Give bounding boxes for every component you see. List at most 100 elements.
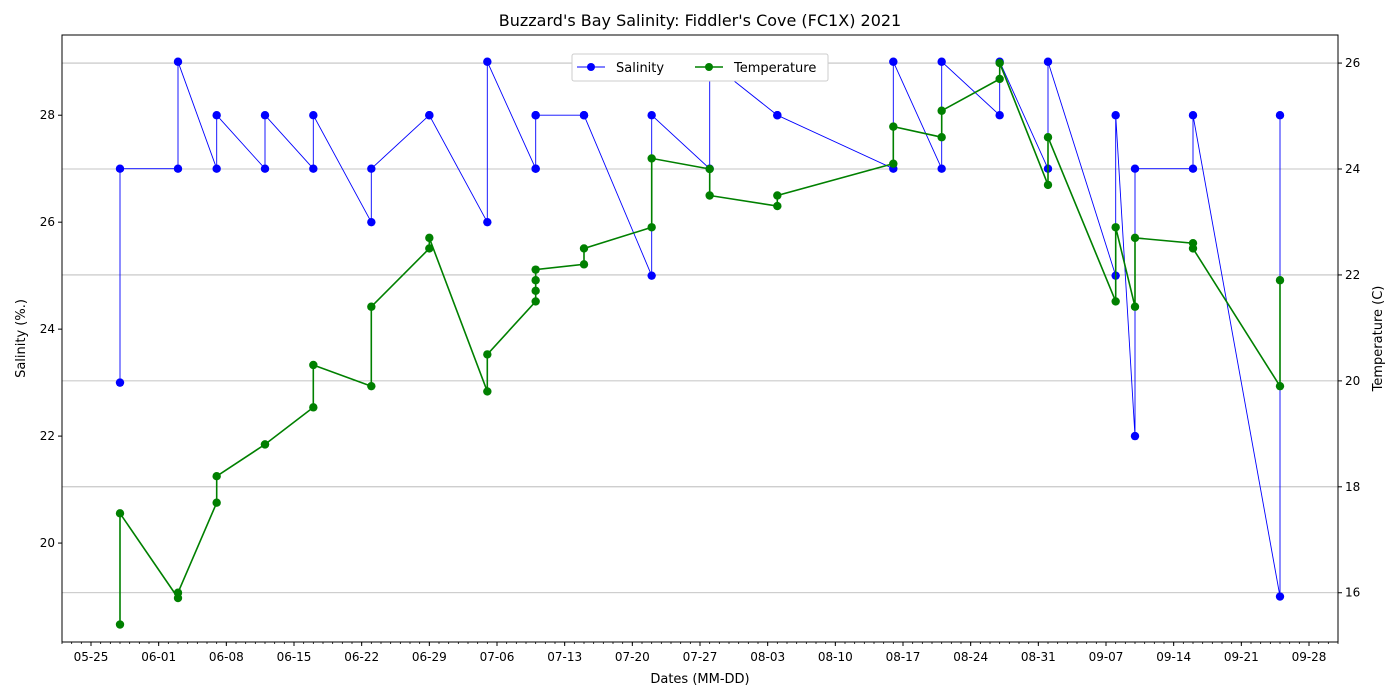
y-tick-label: 20 xyxy=(40,536,55,550)
data-point-salinity xyxy=(647,271,656,280)
data-point-temperature xyxy=(173,588,183,597)
data-point-temperature xyxy=(309,403,318,412)
data-point-salinity xyxy=(115,164,125,173)
y-tick-label: 26 xyxy=(40,215,55,229)
data-point-salinity xyxy=(1275,111,1285,120)
data-point-salinity xyxy=(773,111,782,120)
data-point-salinity xyxy=(1111,111,1120,120)
data-point-temperature xyxy=(773,201,782,211)
data-point-temperature xyxy=(483,350,492,359)
y-tick-label: 22 xyxy=(40,429,55,443)
data-point-temperature xyxy=(889,159,898,168)
data-point-salinity xyxy=(260,164,270,173)
data-point-salinity xyxy=(531,164,540,173)
data-point-temperature xyxy=(1188,244,1198,253)
data-point-salinity xyxy=(647,111,656,120)
plot-frame xyxy=(61,34,1339,643)
y2-tick-label: 18 xyxy=(1345,480,1360,494)
y2-tick-label: 16 xyxy=(1345,586,1360,600)
data-point-salinity xyxy=(483,57,492,66)
data-point-temperature xyxy=(1130,302,1140,311)
data-point-salinity xyxy=(212,164,221,173)
y-tick-label: 28 xyxy=(40,108,55,122)
data-point-temperature xyxy=(937,106,946,115)
y2-tick-label: 26 xyxy=(1345,56,1360,70)
data-point-salinity xyxy=(212,111,221,120)
data-point-salinity xyxy=(1188,111,1198,120)
data-point-salinity xyxy=(173,164,183,173)
x-tick-label: 06-29 xyxy=(412,650,447,664)
x-axis-label: Dates (MM-DD) xyxy=(650,672,749,687)
x-tick-label: 06-01 xyxy=(141,650,176,664)
x-tick-label: 07-27 xyxy=(683,650,718,664)
legend-label-salinity: Salinity xyxy=(616,61,664,76)
data-point-salinity xyxy=(1275,592,1285,601)
data-point-salinity xyxy=(1188,164,1198,173)
chart-title: Buzzard's Bay Salinity: Fiddler's Cove (… xyxy=(499,11,901,30)
data-point-temperature xyxy=(773,191,782,200)
data-point-temperature xyxy=(531,276,540,285)
x-tick-label: 09-14 xyxy=(1156,650,1191,664)
data-point-salinity xyxy=(367,217,376,227)
data-point-temperature xyxy=(1275,381,1285,391)
data-point-salinity xyxy=(309,164,318,173)
data-point-temperature xyxy=(579,244,589,253)
data-point-salinity xyxy=(889,57,898,66)
y-axis-label: Salinity (%.) xyxy=(14,299,29,378)
data-point-salinity xyxy=(1130,431,1140,441)
x-tick-label: 09-28 xyxy=(1292,650,1327,664)
legend: Salinity Temperature xyxy=(571,53,829,82)
data-point-salinity xyxy=(115,378,125,387)
data-point-salinity xyxy=(531,111,540,120)
data-point-salinity xyxy=(483,217,492,227)
x-tick-label: 08-24 xyxy=(953,650,988,664)
data-point-temperature xyxy=(115,620,125,629)
data-point-temperature xyxy=(483,387,492,396)
data-point-temperature xyxy=(531,286,540,296)
data-point-temperature xyxy=(995,58,1004,68)
data-point-salinity xyxy=(1130,164,1140,173)
data-point-temperature xyxy=(647,223,656,232)
x-tick-label: 06-15 xyxy=(277,650,312,664)
data-point-temperature xyxy=(705,164,714,174)
legend-marker-temperature xyxy=(705,63,713,71)
data-point-temperature xyxy=(1111,297,1120,306)
data-point-salinity xyxy=(937,164,946,173)
data-point-salinity xyxy=(937,57,946,66)
data-point-temperature xyxy=(115,509,125,518)
x-tick-label: 08-10 xyxy=(818,650,853,664)
x-tick-label: 07-06 xyxy=(480,650,515,664)
y2-tick-label: 24 xyxy=(1345,162,1360,176)
data-point-temperature xyxy=(937,133,946,142)
data-point-salinity xyxy=(579,111,589,120)
y2-axis-label: Temperature (C) xyxy=(1371,286,1386,393)
data-point-temperature xyxy=(995,74,1004,84)
data-point-salinity xyxy=(260,111,270,120)
data-point-temperature xyxy=(309,360,318,370)
data-point-salinity xyxy=(1043,57,1053,66)
x-tick-label: 08-17 xyxy=(886,650,921,664)
data-point-temperature xyxy=(579,260,589,269)
x-tick-label: 07-13 xyxy=(547,650,582,664)
legend-label-temperature: Temperature xyxy=(733,61,816,76)
data-point-temperature xyxy=(260,440,270,449)
x-tick-label: 06-22 xyxy=(344,650,379,664)
x-tick-label: 05-25 xyxy=(74,650,109,664)
y2-tick-label: 22 xyxy=(1345,268,1360,282)
data-point-temperature xyxy=(212,498,221,507)
data-point-temperature xyxy=(705,191,714,200)
y-tick-label: 24 xyxy=(40,322,55,336)
data-point-temperature xyxy=(425,244,434,253)
x-tick-label: 09-07 xyxy=(1089,650,1124,664)
data-point-temperature xyxy=(1043,180,1053,190)
y2-tick-label: 20 xyxy=(1345,374,1360,388)
data-point-salinity xyxy=(425,111,434,120)
x-tick-label: 07-20 xyxy=(615,650,650,664)
legend-marker-salinity xyxy=(587,63,595,71)
data-point-temperature xyxy=(367,381,376,391)
data-point-temperature xyxy=(367,302,376,311)
data-point-temperature xyxy=(1043,133,1053,142)
data-point-temperature xyxy=(1275,276,1285,285)
